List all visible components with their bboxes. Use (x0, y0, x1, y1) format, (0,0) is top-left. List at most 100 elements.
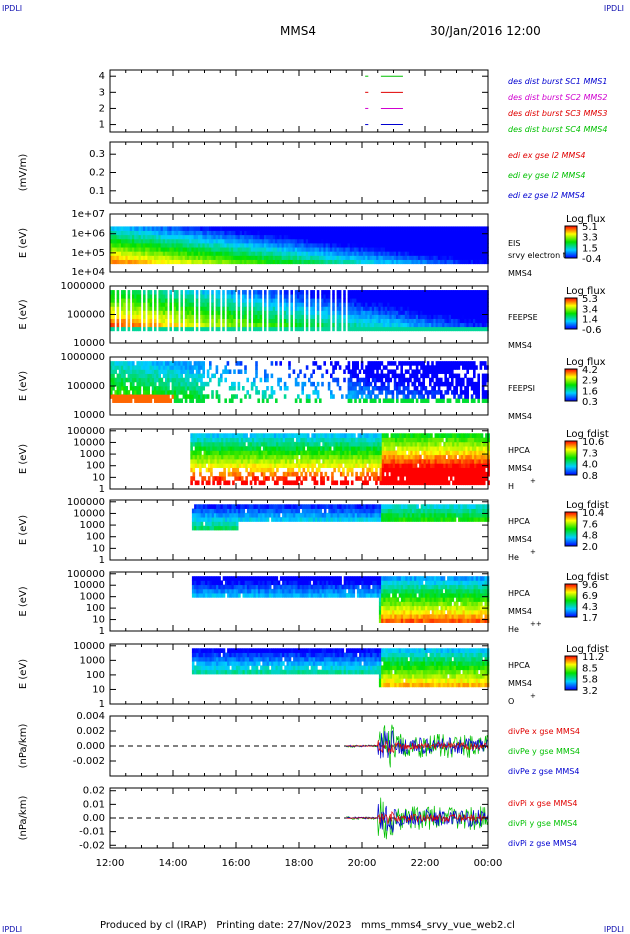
spectrogram-cell (387, 361, 390, 366)
spectrogram-cell (215, 238, 219, 244)
spectrogram-cell (437, 398, 441, 403)
spectrogram-cell (237, 251, 241, 256)
spectrogram-cell (264, 314, 267, 319)
spectrogram-cell (330, 259, 333, 265)
spectrogram-cell (220, 230, 223, 236)
spectrogram-cell (336, 381, 340, 387)
spectrogram-cell (391, 326, 395, 332)
spectrogram-cell (455, 318, 458, 324)
spectrogram-cell (331, 437, 334, 443)
spectrogram-cell (277, 230, 280, 236)
spectrogram-cell (204, 255, 208, 260)
spectrogram-cell (286, 238, 289, 244)
spectrogram-cell (419, 433, 422, 438)
spectrogram-cell (297, 238, 300, 244)
spectrogram-cell (455, 361, 458, 366)
spectrogram-cell (256, 450, 259, 456)
spectrogram-cell (198, 377, 201, 383)
spectrogram-cell (209, 247, 212, 252)
spectrogram-cell (110, 326, 113, 332)
spectrogram-cell (470, 314, 474, 319)
spectrogram-cell (290, 290, 293, 295)
spectrogram-cell (404, 398, 408, 403)
spectrogram-cell (338, 310, 342, 315)
spectrogram-cell (195, 294, 199, 299)
spectrogram-cell (481, 314, 485, 319)
spectrogram-cell (112, 294, 115, 299)
spectrogram-cell (453, 255, 456, 260)
spectrogram-cell (468, 230, 472, 236)
spectrogram-cell (244, 226, 247, 231)
spectrogram-cell (440, 243, 443, 248)
spectrogram-cell (140, 247, 144, 252)
spectrogram-cell (200, 251, 203, 256)
spectrogram-cell (462, 310, 465, 315)
spectrogram-cell (367, 302, 370, 307)
spectrogram-cell (246, 247, 249, 252)
spectrogram-cell (484, 394, 487, 399)
spectrogram-cell (390, 446, 394, 451)
spectrogram-cell (396, 251, 399, 256)
spectrogram-cell (338, 259, 342, 265)
spectrogram-cell (149, 251, 153, 256)
spectrogram-cell (151, 251, 155, 256)
spectrogram-cell (444, 369, 447, 374)
spectrogram-cell (367, 255, 370, 260)
spectrogram-cell (257, 290, 260, 295)
spectrogram-cell (388, 441, 391, 447)
spectrogram-cell (162, 238, 166, 244)
spectrogram-cell (194, 433, 198, 438)
spectrogram-cell (294, 251, 298, 256)
spectrogram-cell (375, 437, 378, 443)
spectrogram-cell (394, 433, 398, 438)
spectrogram-cell (448, 234, 452, 240)
spectrogram-cell (346, 454, 350, 460)
spectrogram-cell (404, 259, 408, 265)
spectrogram-cell (353, 446, 356, 451)
spectrogram-cell (279, 361, 282, 366)
spectrogram-cell (468, 259, 472, 265)
spectrogram-cell (204, 298, 208, 303)
spectrogram-cell (254, 441, 257, 447)
spectrogram-cell (464, 243, 467, 248)
spectrogram-cell (171, 259, 175, 265)
spectrogram-cell (407, 398, 410, 403)
spectrogram-cell (354, 365, 357, 370)
spectrogram-cell (123, 369, 126, 374)
spectrogram-cell (288, 247, 291, 252)
spectrogram-cell (405, 437, 409, 443)
spectrogram-cell (182, 238, 186, 244)
spectrogram-cell (396, 373, 399, 379)
spectrogram-cell (345, 255, 348, 260)
spectrogram-cell (332, 230, 335, 236)
spectrogram-cell (320, 446, 323, 451)
spectrogram-cell (462, 255, 465, 260)
spectrogram-cell (338, 247, 342, 252)
spectrogram-cell (387, 230, 390, 236)
spectrogram-cell (353, 463, 356, 468)
spectrogram-cell (464, 247, 467, 252)
spectrogram-cell (444, 247, 447, 252)
spectrogram-cell (385, 322, 388, 328)
spectrogram-cell (420, 302, 423, 307)
spectrogram-cell (408, 471, 411, 477)
spectrogram-cell (265, 476, 268, 481)
spectrogram-cell (308, 230, 311, 236)
spectrogram-cell (479, 255, 483, 260)
spectrogram-cell (400, 398, 403, 403)
spectrogram-cell (360, 243, 364, 248)
spectrogram-cell (198, 255, 201, 260)
spectrogram-cell (242, 230, 245, 236)
spectrogram-cell (484, 373, 487, 379)
spectrogram-cell (165, 302, 168, 307)
spectrogram-cell (160, 394, 164, 399)
spectrogram-cell (429, 226, 432, 231)
spectrogram-cell (190, 476, 193, 481)
spectrogram-cell (189, 290, 192, 295)
spectrogram-cell (203, 433, 207, 438)
spectrogram-cell (156, 238, 159, 244)
spectrogram-cell (451, 369, 454, 374)
spectrogram-cell (470, 361, 474, 366)
spectrogram-cell (413, 326, 417, 332)
spectrogram-cell (332, 251, 335, 256)
